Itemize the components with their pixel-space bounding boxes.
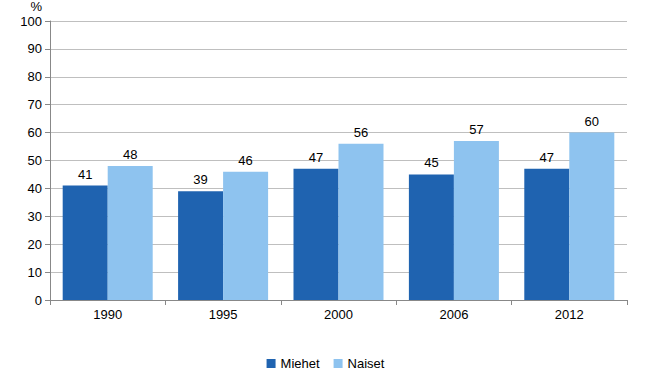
svg-text:39: 39 bbox=[193, 172, 207, 187]
svg-text:30: 30 bbox=[28, 209, 42, 224]
svg-text:10: 10 bbox=[28, 265, 42, 280]
svg-text:46: 46 bbox=[238, 153, 252, 168]
svg-text:80: 80 bbox=[28, 69, 42, 84]
svg-text:45: 45 bbox=[424, 155, 438, 170]
svg-text:1990: 1990 bbox=[93, 307, 122, 322]
svg-text:100: 100 bbox=[20, 14, 42, 29]
svg-text:40: 40 bbox=[28, 181, 42, 196]
svg-text:60: 60 bbox=[585, 114, 599, 129]
svg-text:2012: 2012 bbox=[555, 307, 584, 322]
svg-text:Miehet: Miehet bbox=[281, 356, 320, 371]
svg-text:Naiset: Naiset bbox=[348, 356, 385, 371]
svg-text:20: 20 bbox=[28, 237, 42, 252]
svg-text:0: 0 bbox=[35, 293, 42, 308]
svg-text:47: 47 bbox=[540, 150, 554, 165]
svg-text:%: % bbox=[30, 0, 42, 14]
svg-text:2000: 2000 bbox=[324, 307, 353, 322]
svg-text:41: 41 bbox=[78, 167, 92, 182]
svg-text:70: 70 bbox=[28, 97, 42, 112]
svg-text:90: 90 bbox=[28, 41, 42, 56]
svg-text:60: 60 bbox=[28, 125, 42, 140]
svg-text:1995: 1995 bbox=[209, 307, 238, 322]
svg-text:47: 47 bbox=[309, 150, 323, 165]
svg-text:48: 48 bbox=[123, 147, 137, 162]
svg-text:50: 50 bbox=[28, 153, 42, 168]
svg-text:56: 56 bbox=[354, 125, 368, 140]
svg-text:57: 57 bbox=[469, 122, 483, 137]
svg-text:2006: 2006 bbox=[439, 307, 468, 322]
